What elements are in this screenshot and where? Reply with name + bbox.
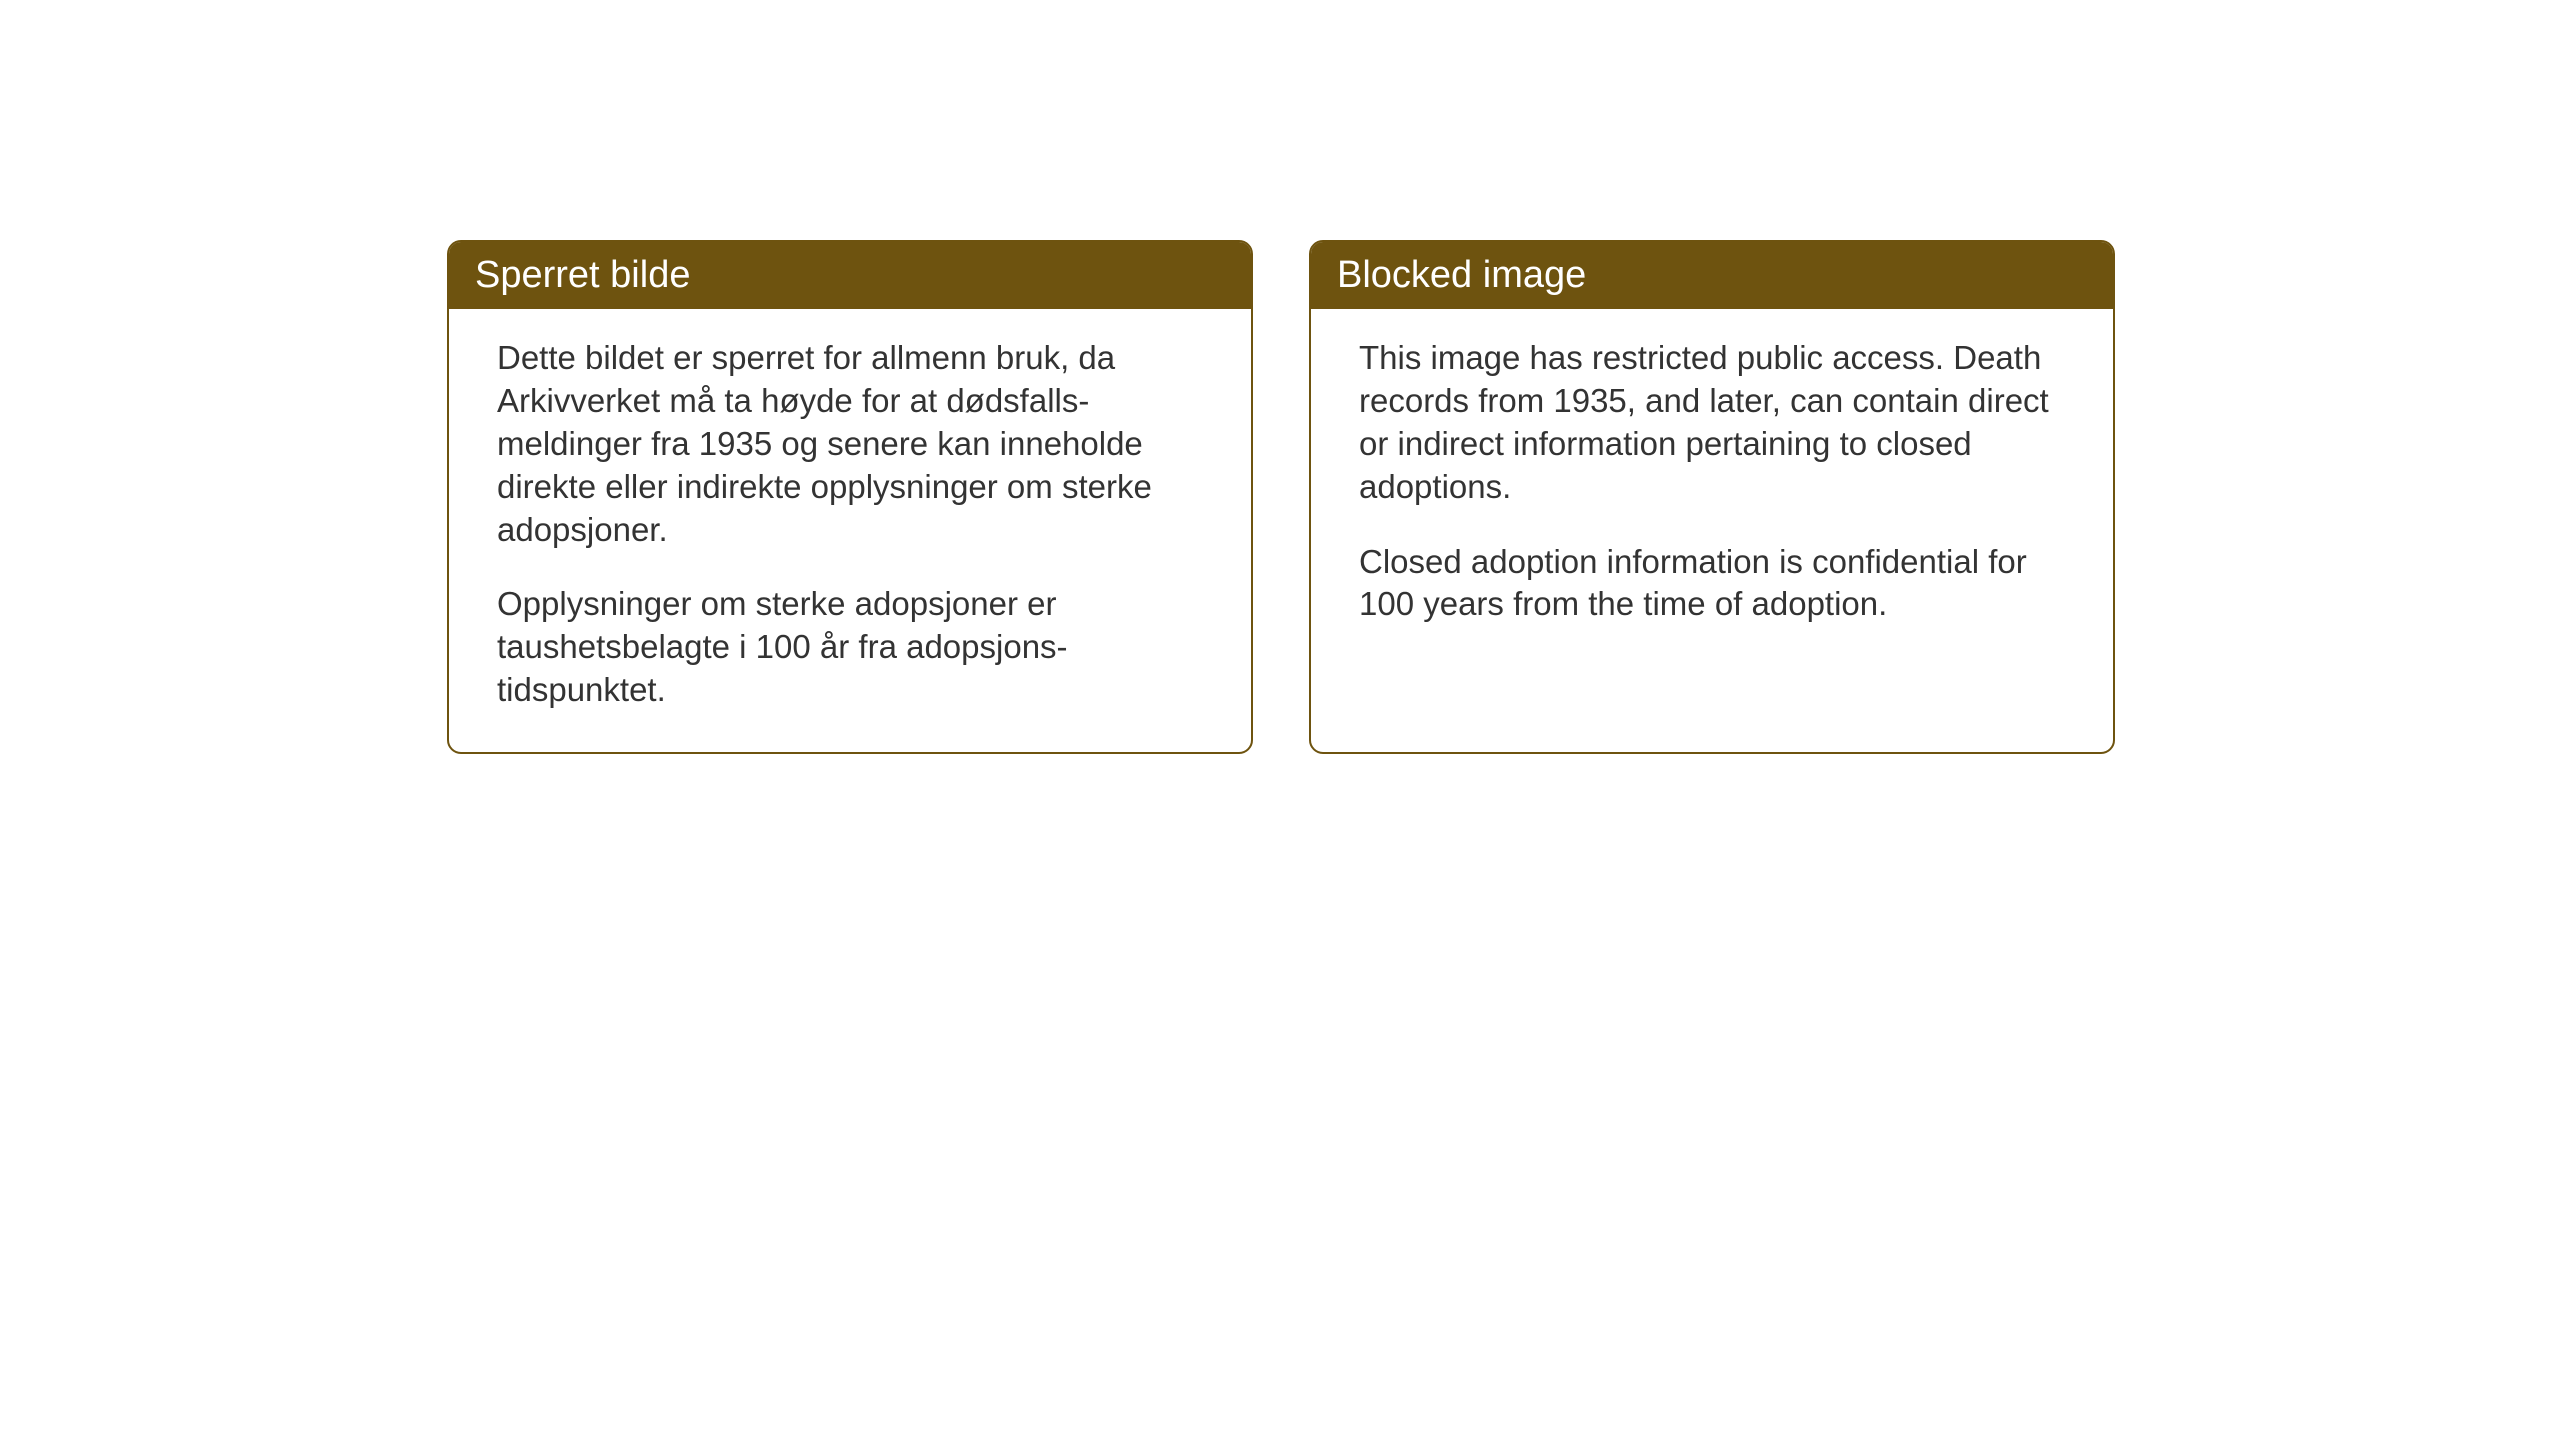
english-paragraph-2: Closed adoption information is confident… xyxy=(1359,541,2065,627)
english-paragraph-1: This image has restricted public access.… xyxy=(1359,337,2065,509)
english-card-title: Blocked image xyxy=(1311,242,2113,309)
english-card-body: This image has restricted public access.… xyxy=(1311,309,2113,666)
norwegian-card-body: Dette bildet er sperret for allmenn bruk… xyxy=(449,309,1251,752)
norwegian-card-title: Sperret bilde xyxy=(449,242,1251,309)
english-notice-card: Blocked image This image has restricted … xyxy=(1309,240,2115,754)
notice-container: Sperret bilde Dette bildet er sperret fo… xyxy=(447,240,2115,754)
norwegian-paragraph-2: Opplysninger om sterke adopsjoner er tau… xyxy=(497,583,1203,712)
norwegian-notice-card: Sperret bilde Dette bildet er sperret fo… xyxy=(447,240,1253,754)
norwegian-paragraph-1: Dette bildet er sperret for allmenn bruk… xyxy=(497,337,1203,551)
